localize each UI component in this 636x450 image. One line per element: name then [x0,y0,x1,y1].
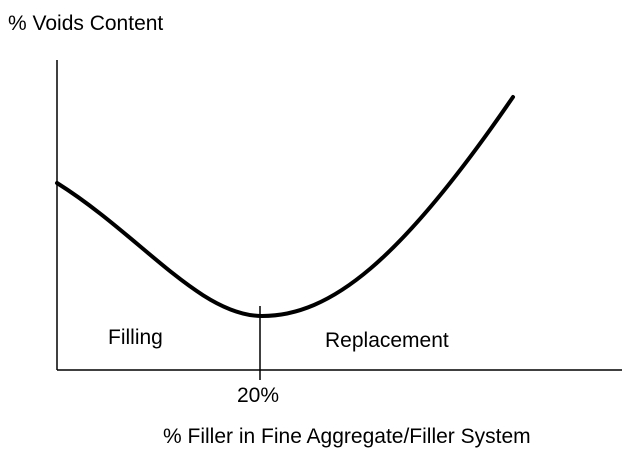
region-label: Replacement [325,329,449,352]
marker-label: 20% [237,384,279,407]
region-label: Filling [108,326,163,349]
x-axis-label: % Filler in Fine Aggregate/Filler System [163,425,531,448]
y-axis-label: % Voids Content [8,12,163,35]
curve [55,95,515,319]
